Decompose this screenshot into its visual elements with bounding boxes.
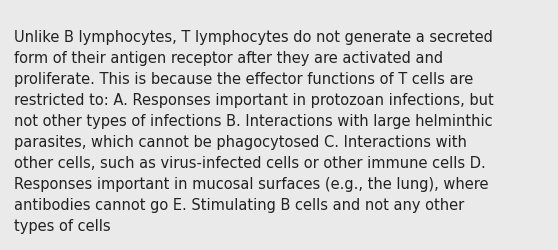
Text: Unlike B lymphocytes, T lymphocytes do not generate a secreted
form of their ant: Unlike B lymphocytes, T lymphocytes do n… (14, 30, 494, 233)
